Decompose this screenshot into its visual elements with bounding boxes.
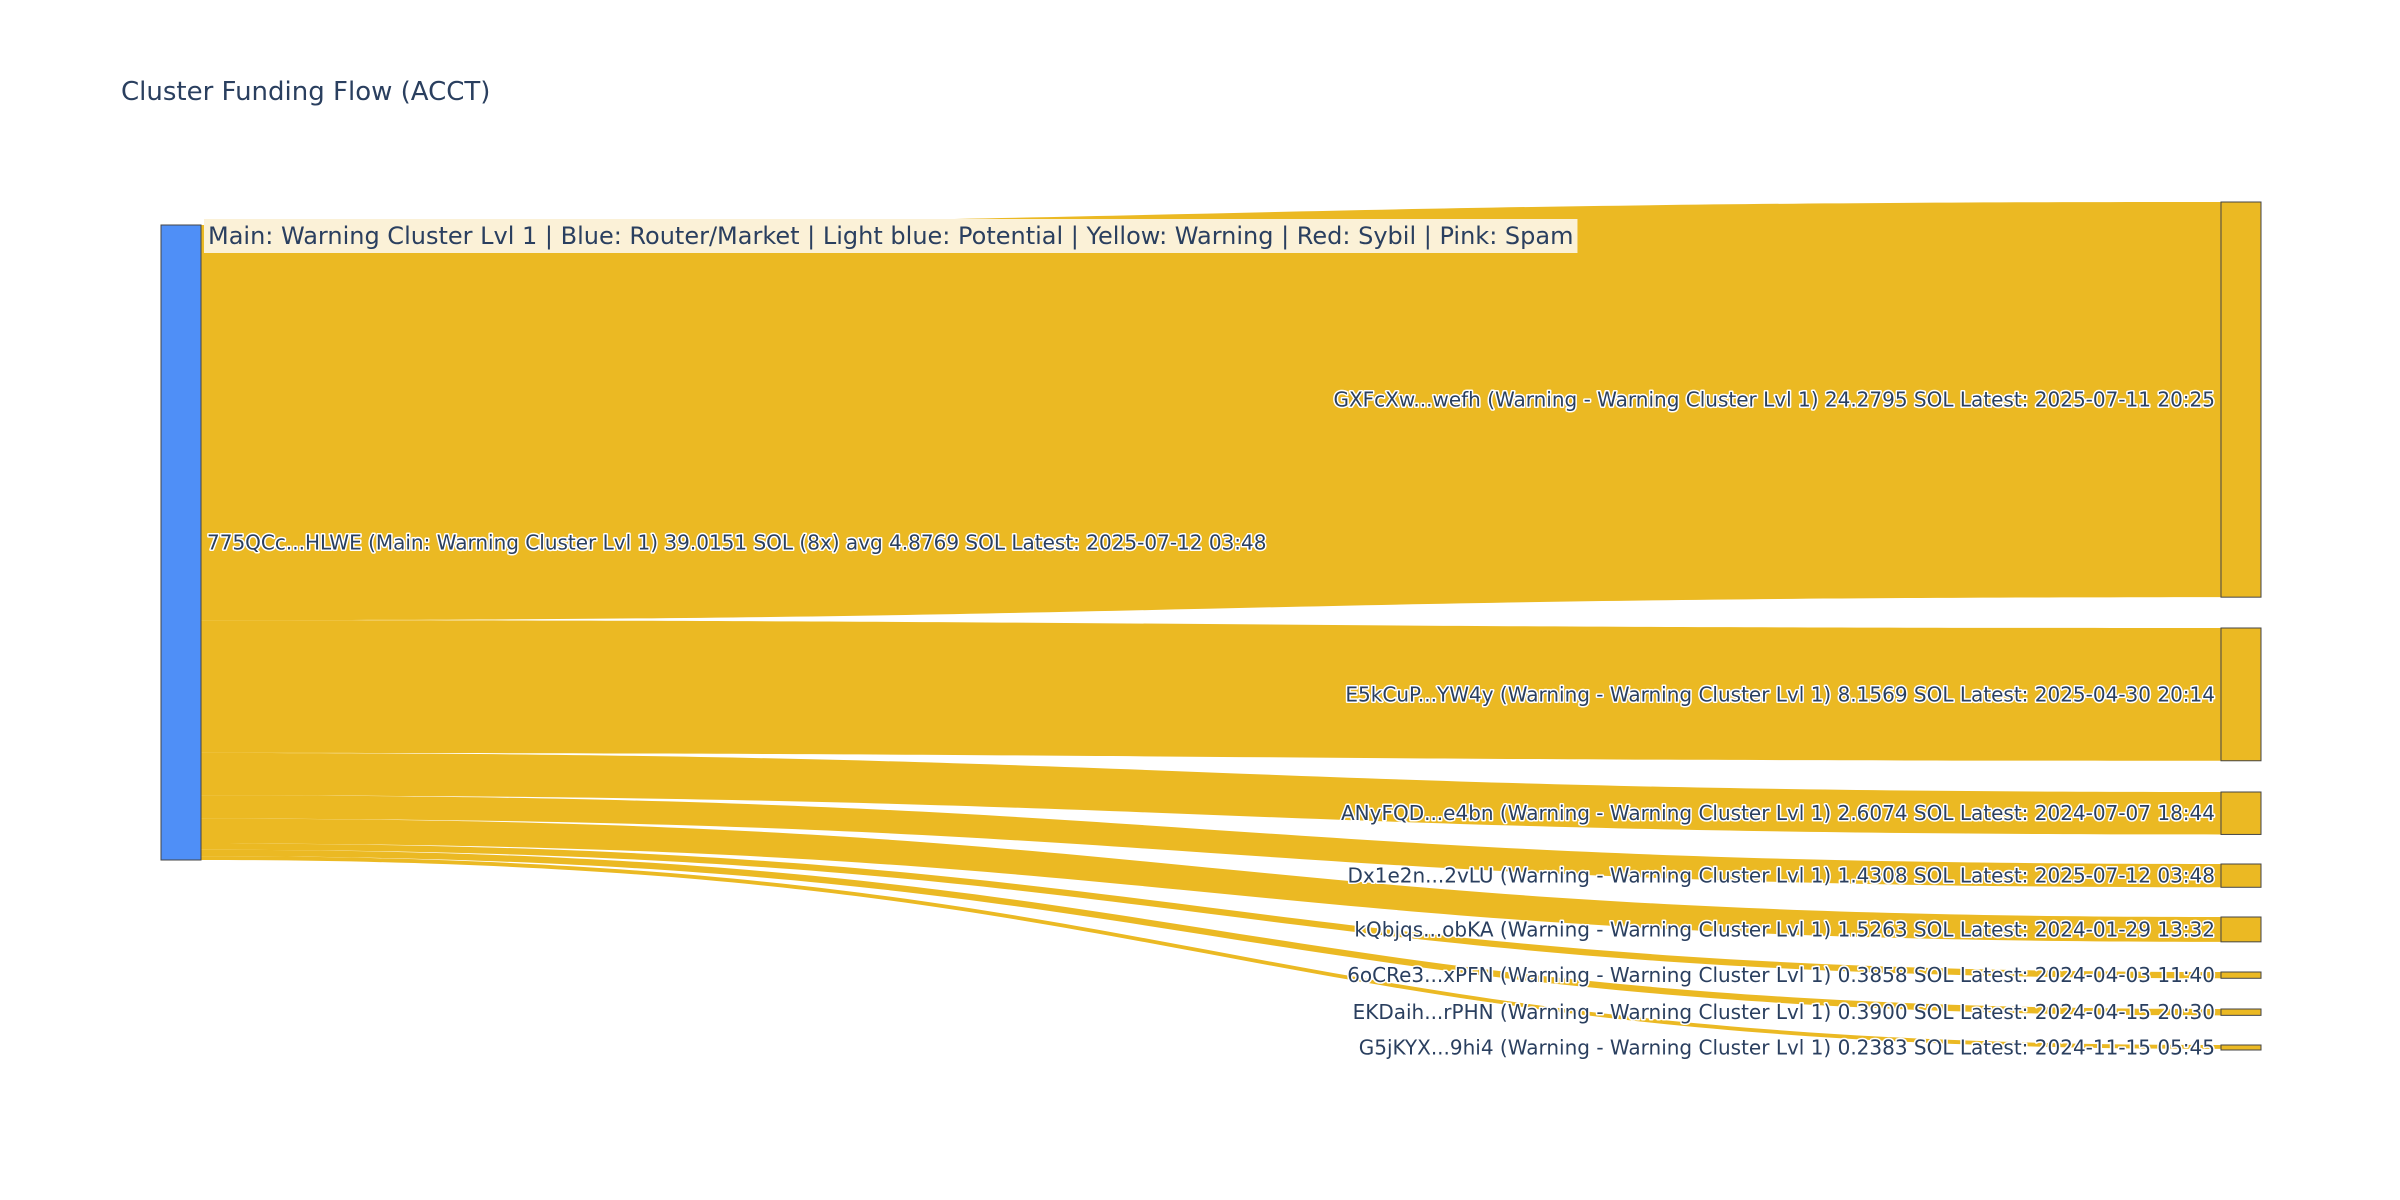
nodes-group (160, 201, 2262, 1051)
flow-link[interactable] (201, 620, 2221, 761)
target-node-label: E5kCuP...YW4y (Warning - Warning Cluster… (1345, 682, 2215, 706)
target-node[interactable] (2220, 971, 2262, 979)
flow-link[interactable] (201, 856, 2221, 1049)
target-node[interactable] (2220, 1008, 2262, 1016)
flow-link[interactable] (201, 849, 2221, 1016)
flow-link[interactable] (201, 818, 2221, 942)
target-node-label: kQbjqs...obKA (Warning - Warning Cluster… (1354, 917, 2215, 941)
target-node[interactable] (2220, 1044, 2262, 1051)
target-node-label: GXFcXw...wefh (Warning - Warning Cluster… (1333, 388, 2215, 412)
target-node[interactable] (2220, 201, 2262, 598)
flow-link[interactable] (201, 843, 2221, 979)
source-node[interactable] (160, 224, 202, 861)
target-node-label: G5jKYX...9hi4 (Warning - Warning Cluster… (1359, 1036, 2215, 1060)
target-node-label: ANyFQD...e4bn (Warning - Warning Cluster… (1341, 801, 2215, 825)
flow-link[interactable] (201, 752, 2221, 835)
flow-link[interactable] (201, 202, 2221, 621)
target-node[interactable] (2220, 627, 2262, 762)
flow-link[interactable] (201, 795, 2221, 888)
target-node[interactable] (2220, 863, 2262, 888)
target-node-label: EKDaih...rPHN (Warning - Warning Cluster… (1353, 1000, 2215, 1024)
links-group (201, 202, 2221, 1049)
source-node-label: 775QCc...HLWE (Main: Warning Cluster Lvl… (207, 531, 1266, 555)
chart-title: Cluster Funding Flow (ACCT) (121, 77, 490, 107)
legend-text: Main: Warning Cluster Lvl 1 | Blue: Rout… (208, 222, 1573, 250)
legend-background (204, 219, 1578, 253)
labels-group: GXFcXw...wefh (Warning - Warning Cluster… (206, 386, 2217, 1061)
target-node-label: Dx1e2n...2vLU (Warning - Warning Cluster… (1347, 864, 2215, 888)
target-node-label: 6oCRe3...xPFN (Warning - Warning Cluster… (1347, 963, 2215, 987)
target-node[interactable] (2220, 791, 2262, 835)
target-node[interactable] (2220, 916, 2262, 943)
legend-group: Main: Warning Cluster Lvl 1 | Blue: Rout… (204, 219, 1578, 253)
